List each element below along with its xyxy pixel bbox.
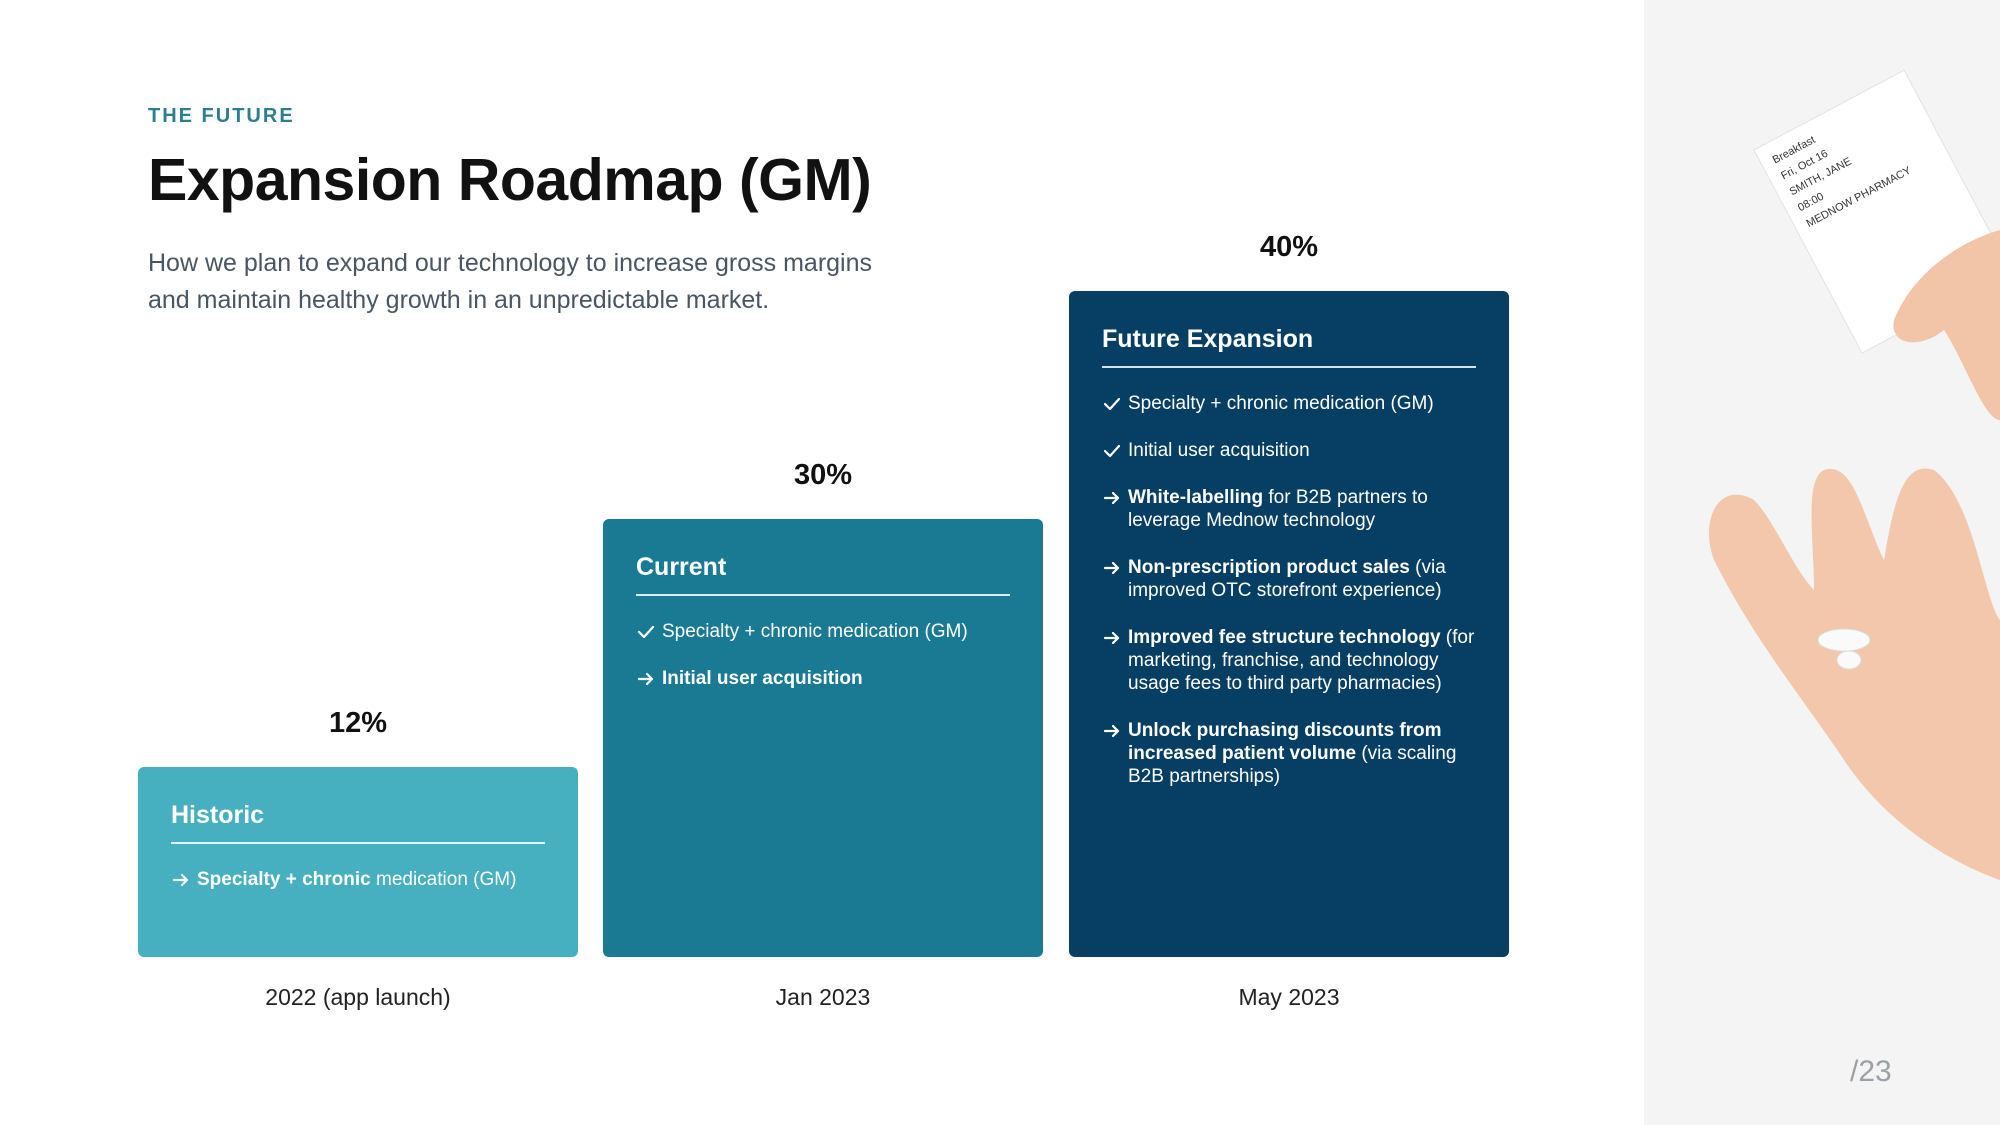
card: Future Expansion Specialty + chronic medi… [1069,291,1509,957]
item-text-part: Non-prescription product sales [1128,557,1410,578]
page-number: /23 [1850,1055,1892,1088]
card-item: Unlock purchasing discounts from increas… [1102,719,1476,788]
item-text-part: Initial user acquisition [662,668,863,689]
arrow-glyph [1103,561,1120,575]
item-text: Initial user acquisition [1128,439,1310,462]
item-text: Specialty + chronic medication (GM) [197,868,516,891]
arrow-glyph [637,672,654,686]
check-icon [1103,444,1121,458]
card-item: White-labelling for B2B partners to leve… [1102,486,1476,532]
slide-title: Expansion Roadmap (GM) [148,147,872,213]
arrow-icon [1103,724,1120,738]
card: Historic Specialty + chronic medication (… [138,767,578,957]
arrow-icon [1103,631,1120,645]
check-icon [1103,397,1121,411]
item-text-part: (for marketing, franchise, and technolog… [1128,627,1475,694]
card-item: Non-prescription product sales (via impr… [1102,556,1476,602]
subtitle: How we plan to expand our technology to … [148,249,873,277]
item-text-part: Specialty + chronic medication (GM) [662,621,968,642]
card-item: Specialty + chronic medication (GM) [171,868,545,891]
item-text-part: medication (GM) [370,869,517,890]
card-item: Specialty + chronic medication (GM) [1102,392,1476,415]
hand-palm [1708,468,2000,880]
item-text: Non-prescription product sales (via impr… [1128,556,1476,602]
arrow-icon [637,672,654,686]
arrow-icon [172,873,189,887]
check-glyph [1103,397,1121,411]
card-title: Future Expansion [1102,325,1476,368]
item-text-part: Initial user acquisition [1128,440,1310,461]
arrow-glyph [1103,491,1120,505]
item-text-part: for B2B partners to leverage Mednow tech… [1128,487,1428,531]
check-glyph [1103,444,1121,458]
card-item: Improved fee structure technology (for m… [1102,626,1476,695]
item-text: Specialty + chronic medication (GM) [1128,392,1434,415]
item-text-part: (via improved OTC storefront experience) [1128,557,1446,601]
percent-label: 12% [328,707,388,739]
item-text-part: White-labelling [1128,487,1264,508]
item-text-part: Specialty + chronic [197,869,371,890]
item-text-part: Specialty + chronic medication (GM) [1128,393,1434,414]
date-label: 2022 (app launch) [265,984,451,1010]
arrow-glyph [172,873,189,887]
item-text: Specialty + chronic medication (GM) [662,620,968,643]
arrow-icon [1103,561,1120,575]
eyebrow: THE FUTURE [148,105,295,127]
date-label: Jan 2023 [775,984,871,1010]
percent-label: 40% [1259,231,1319,263]
card: Current Specialty + chronic medication (G… [603,519,1043,957]
pill [1817,628,1871,652]
card-item: Specialty + chronic medication (GM) [636,620,1010,643]
card-title: Historic [171,801,545,844]
subtitle: and maintain healthy growth in an unpred… [148,286,770,314]
item-text: Unlock purchasing discounts from increas… [1128,719,1476,788]
item-text-part: Unlock purchasing discounts from increas… [1128,720,1442,764]
item-text: Initial user acquisition [662,667,863,690]
item-text-part: (via scaling B2B partnerships) [1128,743,1457,787]
card-item: Initial user acquisition [1102,439,1476,462]
date-label: May 2023 [1238,984,1340,1010]
item-text: White-labelling for B2B partners to leve… [1128,486,1476,532]
check-glyph [637,625,655,639]
card-item: Initial user acquisition [636,667,1010,690]
check-icon [637,625,655,639]
card-title: Current [636,553,1010,596]
arrow-glyph [1103,631,1120,645]
pill [1836,650,1862,670]
percent-label: 30% [793,459,853,491]
item-text: Improved fee structure technology (for m… [1128,626,1476,695]
arrow-icon [1103,491,1120,505]
arrow-glyph [1103,724,1120,738]
hand-top [1893,230,2000,420]
item-text-part: Improved fee structure technology [1128,627,1441,648]
